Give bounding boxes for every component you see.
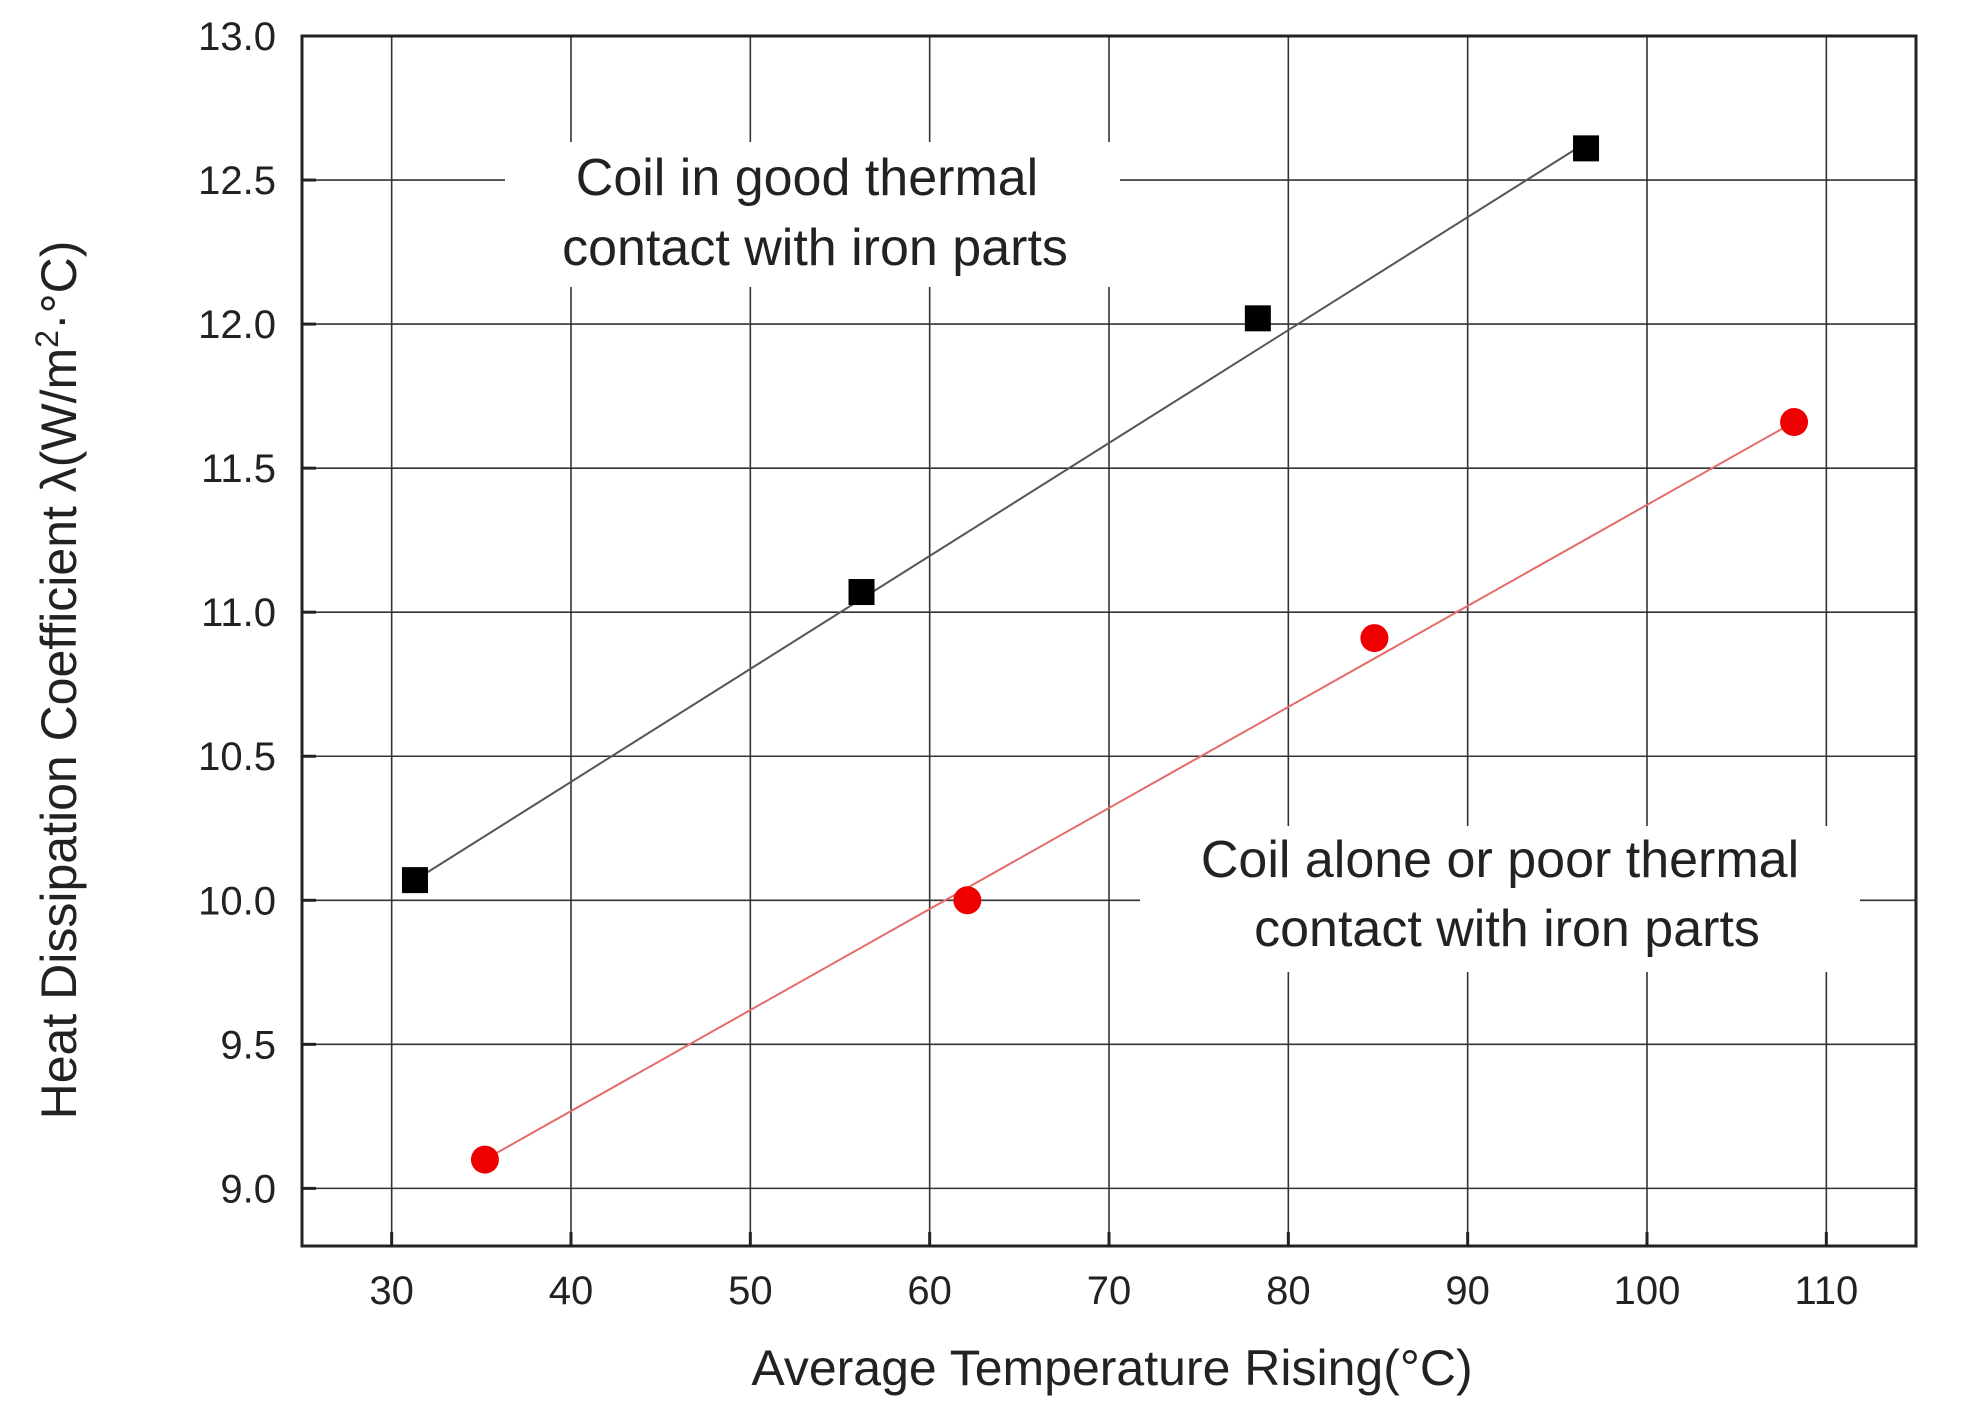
y-axis-title: Heat Dissipation Coefficient λ(W/m2·°C) — [29, 241, 87, 1120]
y-tick-label: 10.0 — [198, 879, 276, 923]
x-tick-label: 90 — [1445, 1269, 1490, 1313]
data-point-series-1 — [848, 579, 875, 606]
y-tick-label: 9.5 — [220, 1023, 276, 1067]
annotation-good-background — [505, 142, 1120, 287]
x-tick-label: 50 — [728, 1269, 773, 1313]
y-tick-label: 13.0 — [198, 15, 276, 59]
data-point-series-2 — [1780, 408, 1809, 437]
y-tick-label: 11.5 — [201, 447, 276, 491]
fit-line-series-2 — [484, 421, 1795, 1161]
y-axis-title-superscript: 2 — [29, 330, 65, 348]
y-tick-label: 10.5 — [198, 735, 276, 779]
y-tick-label: 9.0 — [220, 1167, 276, 1211]
x-axis-title: Average Temperature Rising(°C) — [751, 1340, 1472, 1396]
y-axis-title-tail: ·°C) — [31, 241, 87, 330]
series-lines — [414, 141, 1795, 1161]
annotation-good-line-1: Coil in good thermal — [576, 149, 1038, 207]
x-tick-label: 110 — [1794, 1269, 1858, 1313]
y-tick-label: 12.0 — [198, 303, 276, 347]
x-tick-labels: 30 40 50 60 70 80 90 100 110 — [369, 1269, 1858, 1313]
x-tick-label: 80 — [1266, 1269, 1311, 1313]
x-tick-label: 70 — [1087, 1269, 1132, 1313]
x-tick-label: 30 — [369, 1269, 414, 1313]
x-tick-label: 60 — [907, 1269, 952, 1313]
y-tick-labels: 9.0 9.5 10.0 10.5 11.0 11.5 12.0 12.5 13.0 — [198, 15, 276, 1211]
y-axis-title-main: Heat Dissipation Coefficient λ(W/m — [31, 348, 87, 1120]
annotation-poor-line-2: contact with iron parts — [1254, 900, 1760, 958]
y-tick-label: 11.0 — [201, 591, 276, 635]
data-point-series-1 — [1244, 305, 1271, 332]
axis-ticks — [302, 34, 1828, 1246]
data-point-series-2 — [1360, 624, 1389, 653]
data-point-series-2 — [953, 886, 982, 915]
data-point-series-1 — [401, 867, 428, 894]
annotation-poor-background — [1140, 826, 1860, 972]
annotation-good-line-2: contact with iron parts — [562, 219, 1068, 277]
series-markers — [401, 135, 1809, 1174]
x-tick-label: 40 — [549, 1269, 594, 1313]
data-point-series-2 — [470, 1145, 499, 1174]
annotation-poor-line-1: Coil alone or poor thermal — [1201, 831, 1799, 889]
fit-line-series-1 — [414, 141, 1587, 881]
y-tick-label: 12.5 — [198, 159, 276, 203]
data-point-series-1 — [1573, 135, 1600, 162]
x-tick-label: 100 — [1614, 1269, 1681, 1313]
